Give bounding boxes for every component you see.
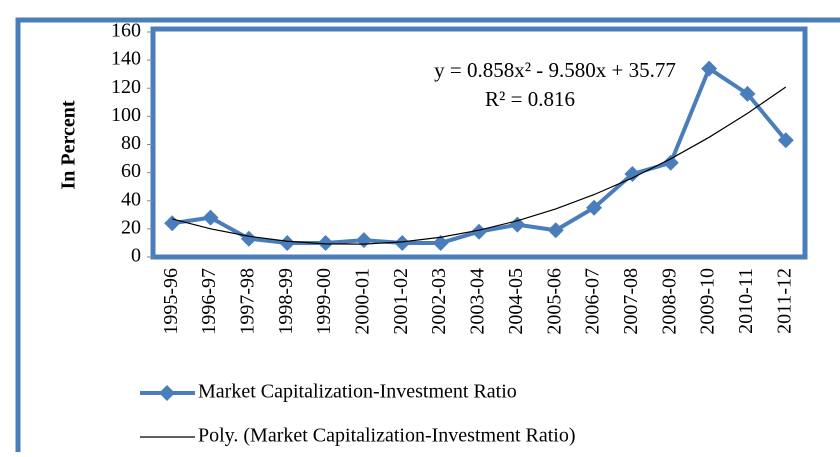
marker <box>701 60 718 77</box>
x-tick-label: 1996-97 <box>198 268 220 335</box>
y-tick-label: 140 <box>111 48 141 70</box>
marker <box>202 209 219 226</box>
marker <box>624 166 641 183</box>
y-tick-label: 60 <box>121 160 141 182</box>
x-tick-label: 2010-11 <box>735 268 757 334</box>
y-tick-label: 20 <box>121 216 141 238</box>
legend-label: Poly. (Market Capitalization-Investment … <box>198 425 576 447</box>
x-tick-label: 1995-96 <box>160 268 182 335</box>
y-tick-label: 160 <box>111 20 141 42</box>
legend-label: Market Capitalization-Investment Ratio <box>198 381 517 403</box>
x-tick-label: 2006-07 <box>582 268 604 335</box>
chart-frame <box>15 17 840 452</box>
x-tick-label: 2004-05 <box>505 268 527 335</box>
x-tick-label: 1999-00 <box>313 268 335 335</box>
y-tick-label: 0 <box>131 245 141 267</box>
x-tick-label: 2000-01 <box>352 268 374 335</box>
marker <box>164 215 181 232</box>
marker <box>739 85 756 102</box>
marker <box>279 234 296 251</box>
x-tick-label: 2008-09 <box>658 268 680 335</box>
marker <box>586 199 603 216</box>
data-line <box>171 65 788 245</box>
y-tick-label: 80 <box>121 132 141 154</box>
marker <box>777 132 794 149</box>
y-tick-label: 40 <box>121 188 141 210</box>
x-tick-label: 1998-99 <box>275 268 297 335</box>
x-tick-label: 2011-12 <box>773 268 795 334</box>
legend-marker <box>159 385 175 401</box>
y-axis-label: In Percent <box>58 100 80 189</box>
x-tick-label: 2007-08 <box>620 268 642 335</box>
marker <box>240 230 257 247</box>
trend-line <box>172 86 787 245</box>
x-tick-label: 1997-98 <box>236 268 258 335</box>
x-tick-label: 2001-02 <box>390 268 412 335</box>
y-tick-label: 120 <box>111 76 141 98</box>
marker <box>317 234 334 251</box>
plot-frame <box>150 26 808 260</box>
marker <box>432 234 449 251</box>
y-tick-label: 100 <box>111 104 141 126</box>
annotation: R² = 0.816 <box>485 87 575 111</box>
annotation: y = 0.858x² - 9.580x + 35.77 <box>434 58 676 82</box>
x-tick-label: 2003-04 <box>467 268 489 335</box>
x-tick-label: 2005-06 <box>543 268 565 335</box>
marker <box>394 234 411 251</box>
marker <box>355 232 372 249</box>
marker <box>509 216 526 233</box>
marker <box>471 223 487 240</box>
x-tick-label: 2002-03 <box>428 268 450 335</box>
x-tick-label: 2009-10 <box>697 268 719 335</box>
marker <box>547 222 564 239</box>
marker <box>662 154 679 171</box>
